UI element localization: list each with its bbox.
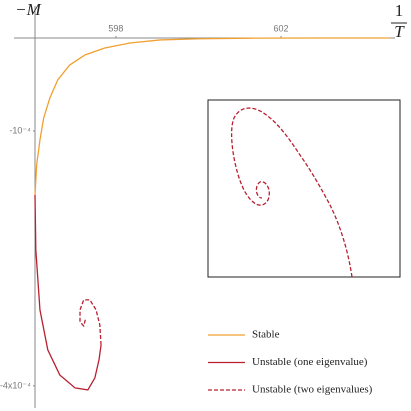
series-line (79, 299, 102, 345)
x-axis-label-numerator: 1 (395, 1, 404, 20)
x-axis-label-denominator: T (394, 22, 405, 41)
series-line (34, 37, 391, 195)
series-line (34, 194, 102, 391)
y-tick-label: -10⁻⁴ (9, 125, 31, 135)
legend-label: Unstable (two eigenvalues) (252, 384, 373, 396)
inset-curve (231, 107, 353, 278)
y-tick-label: -4x10⁻⁴ (0, 380, 31, 390)
x-tick-label: 602 (274, 23, 289, 33)
inset-frame (207, 99, 401, 278)
x-tick-label: 598 (108, 23, 123, 33)
legend-label: Unstable (one eigenvalue) (252, 356, 368, 368)
legend-label: Stable (252, 329, 280, 341)
y-axis-label: −M (15, 0, 41, 19)
